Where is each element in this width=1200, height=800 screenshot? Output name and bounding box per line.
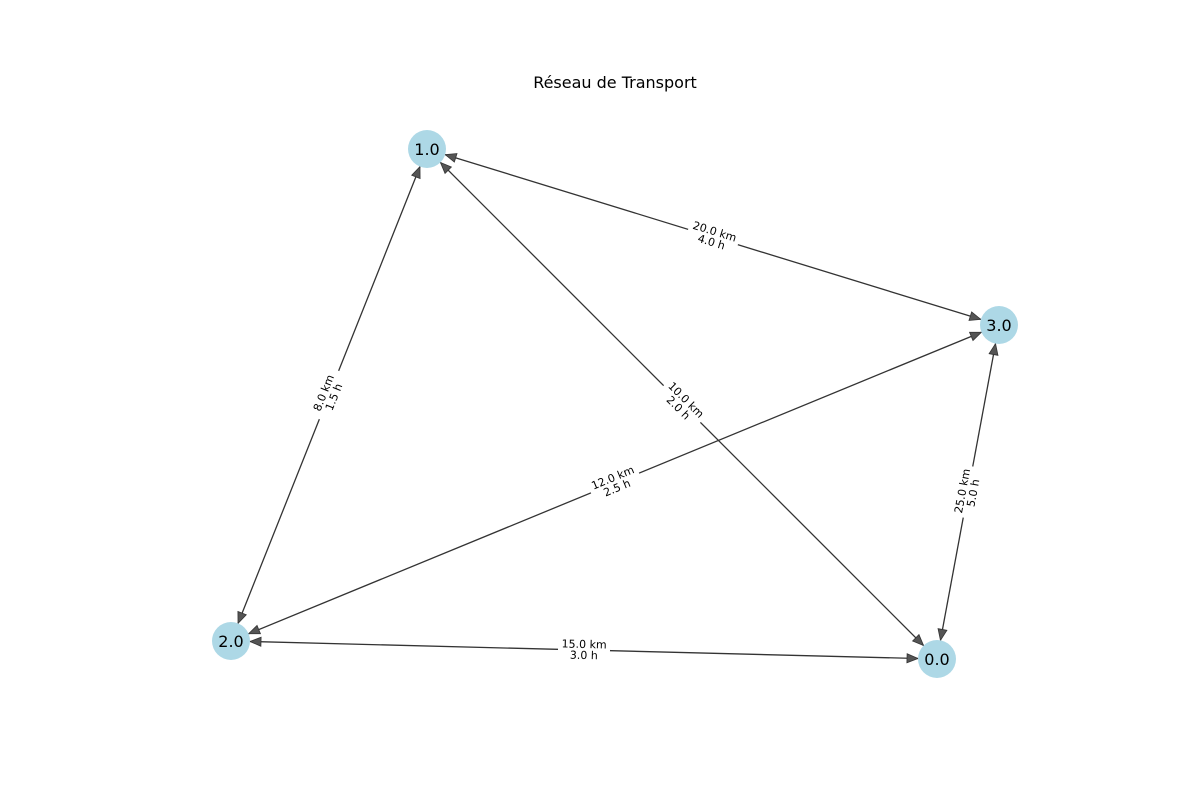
node-1.0: 1.0 [408, 130, 446, 168]
node-label: 3.0 [986, 316, 1011, 335]
edge-label: 15.0 km3.0 h [557, 636, 611, 663]
edge-labels-layer: 20.0 km4.0 h8.0 km1.5 h 10.0 km2.0 h12.0 … [307, 216, 985, 663]
edges-layer [237, 153, 999, 664]
node-circle [918, 640, 956, 678]
edge-label: 20.0 km4.0 h [684, 216, 742, 257]
arrow-head-icon [968, 311, 982, 321]
arrow-head-icon [968, 331, 983, 342]
edge-label: 8.0 km1.5 h [307, 366, 350, 424]
node-circle [212, 622, 250, 660]
nodes-layer: 0.0 1.0 2.0 3.0 [212, 130, 1018, 678]
arrow-head-icon [248, 636, 262, 647]
diagram-title: Réseau de Transport [533, 73, 697, 92]
edge-label: 25.0 km5.0 h [950, 464, 985, 520]
arrow-head-icon [439, 161, 453, 175]
edge-distance-label: 15.0 km [561, 637, 606, 651]
edge-time-label: 5.0 h [964, 478, 982, 508]
edge-label-background [655, 376, 710, 431]
edge-label-background [586, 461, 644, 504]
edge-label-background [307, 366, 350, 424]
node-label: 1.0 [414, 140, 439, 159]
edge-time-label: 3.0 h [570, 649, 598, 663]
edge-label-background [950, 464, 985, 520]
arrow-head-icon [937, 628, 948, 642]
node-0.0: 0.0 [918, 640, 956, 678]
arrow-head-icon [444, 153, 458, 163]
edge-label-background [557, 636, 611, 663]
edge-label: 12.0 km2.5 h [586, 461, 644, 504]
node-circle [980, 306, 1018, 344]
arrow-head-icon [911, 633, 925, 647]
arrow-head-icon [247, 624, 262, 635]
node-label: 0.0 [924, 650, 949, 669]
node-2.0: 2.0 [212, 622, 250, 660]
arrow-head-icon [906, 653, 920, 664]
arrow-head-icon [411, 165, 421, 180]
arrow-head-icon [237, 610, 247, 625]
edge-label-background [684, 216, 742, 257]
node-circle [408, 130, 446, 168]
node-label: 2.0 [218, 632, 243, 651]
arrow-head-icon [988, 342, 999, 356]
node-3.0: 3.0 [980, 306, 1018, 344]
